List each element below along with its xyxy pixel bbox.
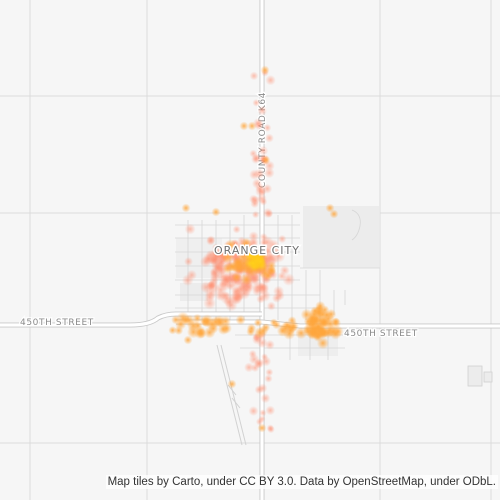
density-dot [257,105,268,116]
density-dot [262,207,273,219]
density-dot [278,234,287,244]
farmstead [467,365,493,387]
density-dot [255,256,267,267]
density-dot [264,133,274,143]
density-dot [208,323,219,334]
density-dot [262,183,273,194]
density-dot [313,332,322,341]
density-dot [203,296,217,310]
density-dot [235,314,246,325]
density-dot [259,238,269,247]
density-dot [186,269,197,281]
density-dot [227,379,237,389]
density-dot [200,281,213,294]
density-dot [201,317,212,328]
density-dot [260,65,270,75]
density-dot [329,209,339,219]
density-dot [174,326,184,335]
density-dot [265,339,275,350]
density-dot [257,383,268,394]
density-dot [272,293,282,303]
density-dot [253,318,263,327]
density-dot [261,356,272,367]
density-dot [248,349,257,359]
density-dot [194,327,206,340]
density-dot [213,315,226,327]
road-label-450th-west: 450TH STREET [20,318,94,328]
airstrip [216,344,247,446]
density-dot [266,424,274,432]
density-dot [222,263,234,274]
density-dot [249,149,258,158]
density-dot [183,335,193,345]
density-dot [206,236,216,246]
density-dot [315,304,324,313]
building [467,365,483,387]
density-dot [256,294,266,304]
runway-line [231,397,241,409]
density-dot [231,272,242,283]
density-dot [171,315,181,325]
density-dot [251,178,263,189]
density-dot [248,406,259,416]
town-street [351,209,361,241]
density-dot [231,260,245,274]
density-dot [225,239,237,251]
density-dot [258,325,269,336]
density-dot [265,75,276,86]
density-dot [251,210,260,219]
density-dot [316,337,329,350]
density-dot [253,168,265,180]
density-dot [239,121,249,131]
heat-dots-layer [168,65,344,434]
street-west [0,312,262,327]
density-dot [263,123,272,132]
density-dot [260,393,271,404]
runway-line [220,344,247,446]
density-dot [250,363,260,373]
density-dot [322,312,335,325]
density-dot [223,296,235,308]
building [483,371,493,383]
density-dot [314,322,323,331]
density-dot [258,145,269,156]
density-dot [231,289,244,302]
density-dot [168,326,177,335]
density-dot [300,308,313,321]
density-dot [232,225,241,234]
landuse-area [303,206,379,268]
density-dot [257,193,267,204]
density-dot [181,203,191,213]
density-dot [184,257,193,266]
density-dot [265,405,276,416]
density-dot [184,223,196,235]
density-dot [311,314,321,324]
density-dot [247,121,257,131]
runway-line [216,344,243,446]
density-dot [323,328,334,339]
density-dot [259,409,267,417]
road-label-450th-east: 450TH STREET [344,329,418,339]
density-dot [266,301,276,311]
density-dot [252,99,260,107]
density-dot [257,423,267,433]
density-dot [265,368,274,377]
density-dot [264,374,273,383]
map-attribution[interactable]: Map tiles by Carto, under CC BY 3.0. Dat… [105,475,498,489]
density-dot [256,337,268,349]
density-dot [211,207,221,217]
density-dot [277,271,287,281]
city-label: ORANGE CITY [214,244,300,257]
density-dot [269,318,278,327]
density-dot [249,71,259,81]
density-dot [221,250,235,264]
density-dot [246,327,256,337]
density-dot [261,155,271,165]
density-dot [248,194,258,204]
density-dot [283,327,296,340]
